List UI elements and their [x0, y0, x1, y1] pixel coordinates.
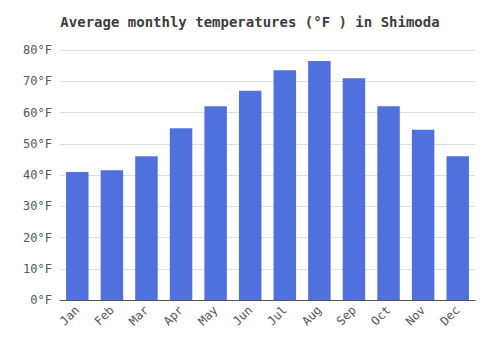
svg-text:50°F: 50°F: [23, 137, 52, 151]
svg-text:0°F: 0°F: [30, 293, 52, 307]
svg-text:Dec: Dec: [437, 303, 462, 328]
svg-text:Average monthly temperatures (: Average monthly temperatures (°F ) in Sh…: [60, 14, 439, 30]
svg-text:Nov: Nov: [403, 303, 428, 328]
svg-text:Oct: Oct: [368, 303, 393, 328]
svg-text:10°F: 10°F: [23, 262, 52, 276]
svg-text:60°F: 60°F: [23, 106, 52, 120]
svg-text:Sep: Sep: [334, 303, 359, 328]
svg-text:May: May: [195, 303, 220, 328]
svg-text:80°F: 80°F: [23, 43, 52, 57]
svg-text:70°F: 70°F: [23, 74, 52, 88]
svg-text:Mar: Mar: [126, 303, 151, 328]
svg-text:Feb: Feb: [92, 303, 117, 328]
svg-text:Jun: Jun: [230, 303, 255, 328]
svg-text:Jul: Jul: [265, 303, 290, 328]
svg-text:Aug: Aug: [299, 303, 324, 328]
svg-text:Apr: Apr: [161, 303, 186, 328]
svg-text:Jan: Jan: [57, 303, 82, 328]
svg-text:30°F: 30°F: [23, 199, 52, 213]
svg-text:40°F: 40°F: [23, 168, 52, 182]
svg-text:20°F: 20°F: [23, 231, 52, 245]
